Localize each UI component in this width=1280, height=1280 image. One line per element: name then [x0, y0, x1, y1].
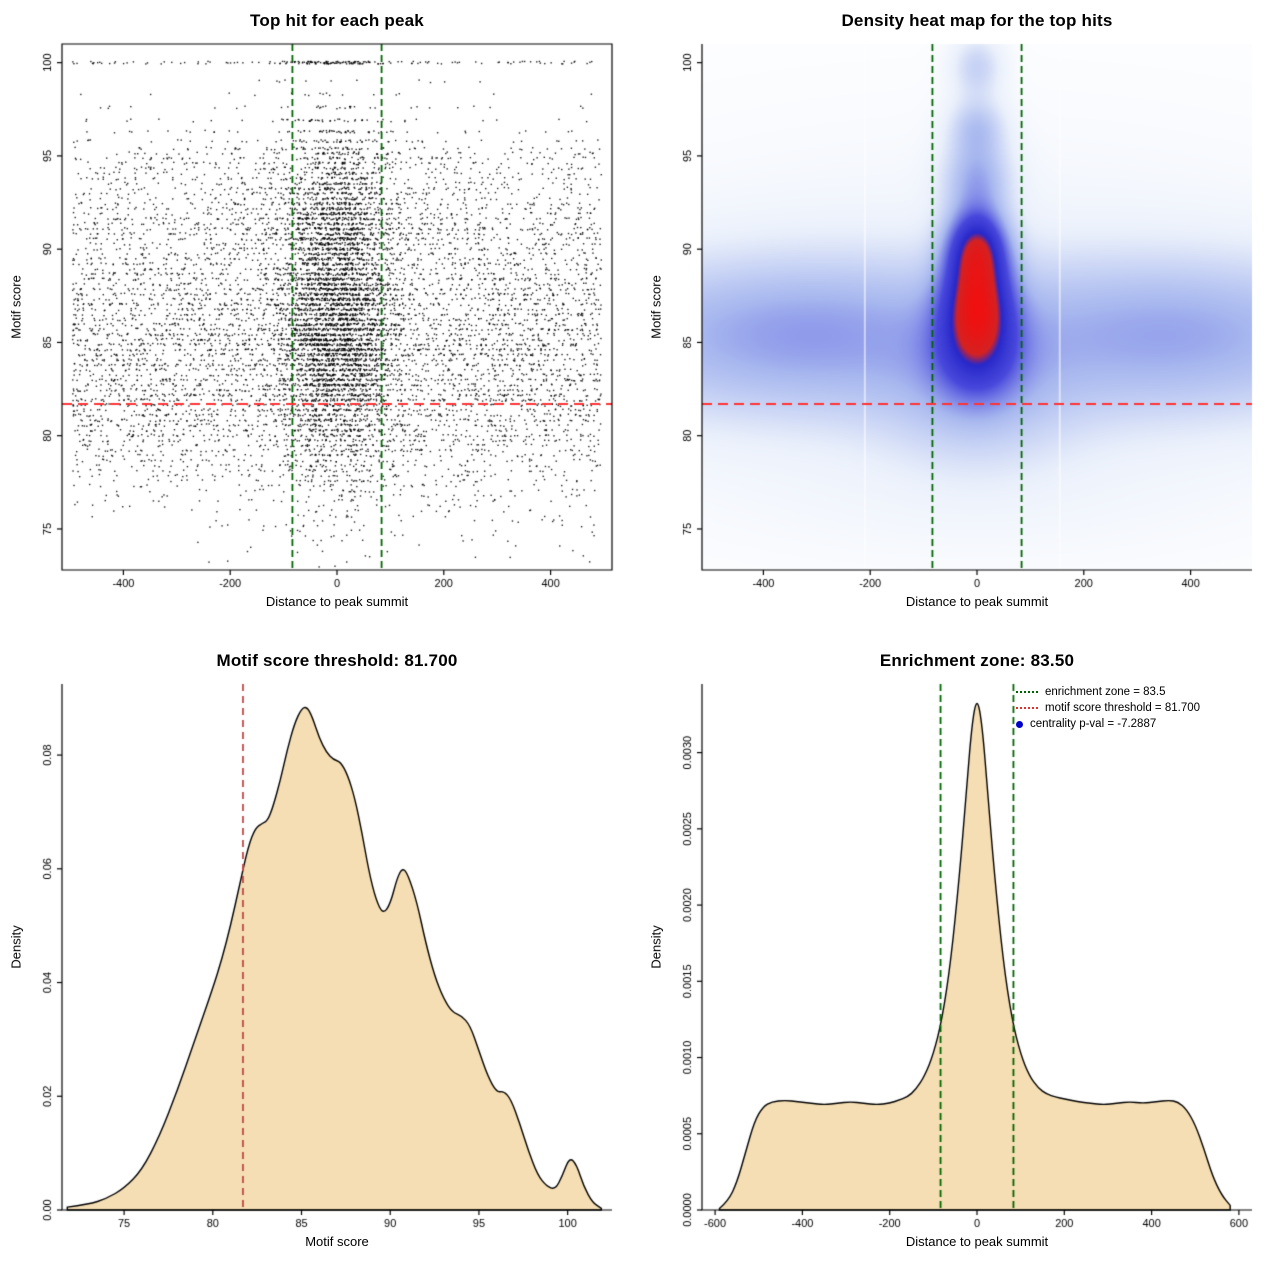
y-axis-label: Motif score	[648, 275, 664, 339]
panel-top-hit-scatter: Top hit for each peak Distance to peak s…	[0, 0, 640, 640]
blue-dot-icon	[1016, 720, 1023, 728]
legend-label: motif score threshold = 81.700	[1045, 702, 1201, 714]
plot-legend: enrichment zone = 83.5 motif score thres…	[1016, 686, 1200, 730]
chart-title: Enrichment zone: 83.50	[879, 651, 1075, 670]
panel-density-heatmap: Density heat map for the top hits Distan…	[640, 0, 1280, 640]
heatmap-canvas	[640, 0, 1280, 640]
x-axis-label: Distance to peak summit	[905, 594, 1049, 609]
legend-item-enrichment-zone: enrichment zone = 83.5	[1016, 686, 1200, 698]
legend-label: centrality p-val = -7.2887	[1030, 718, 1157, 730]
distance-density-canvas	[640, 640, 1280, 1280]
legend-item-centrality-pval: centrality p-val = -7.2887	[1016, 718, 1200, 730]
legend-label: enrichment zone = 83.5	[1045, 686, 1166, 698]
y-axis-label: Motif score	[8, 275, 24, 339]
y-axis-label: Density	[648, 925, 664, 969]
panel-distance-density: Enrichment zone: 83.50 Distance to peak …	[640, 640, 1280, 1280]
scatter-plot-canvas	[0, 0, 640, 640]
panel-score-density: Motif score threshold: 81.700 Motif scor…	[0, 640, 640, 1280]
x-axis-label: Motif score	[305, 1234, 369, 1249]
y-axis-label: Density	[8, 925, 24, 969]
score-density-canvas	[0, 640, 640, 1280]
x-axis-label: Distance to peak summit	[905, 1234, 1049, 1249]
green-dotted-line-icon	[1016, 691, 1038, 693]
red-dotted-line-icon	[1016, 707, 1038, 709]
legend-item-score-threshold: motif score threshold = 81.700	[1016, 702, 1200, 714]
chart-title: Motif score threshold: 81.700	[216, 651, 458, 670]
chart-title: Top hit for each peak	[250, 11, 424, 30]
x-axis-label: Distance to peak summit	[265, 594, 409, 609]
chart-title: Density heat map for the top hits	[841, 11, 1113, 30]
